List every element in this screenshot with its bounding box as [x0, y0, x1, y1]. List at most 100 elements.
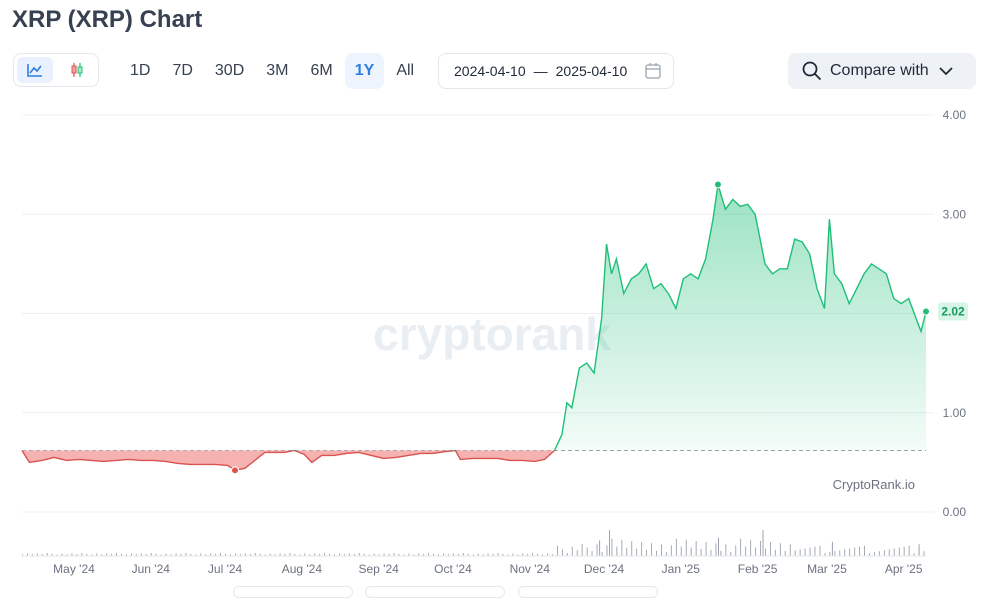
- volume-bar: [913, 553, 915, 556]
- line-chart-icon: [27, 64, 42, 77]
- range-tab-7d[interactable]: 7D: [172, 62, 193, 79]
- volume-bar: [745, 546, 747, 556]
- candlestick-chart-icon: [71, 63, 83, 77]
- volume-bar: [299, 554, 301, 556]
- x-tick-label: Oct '24: [434, 562, 472, 576]
- volume-bar: [240, 554, 241, 557]
- volume-bar: [770, 542, 771, 556]
- volume-bar: [670, 545, 672, 556]
- range-tab-3m[interactable]: 3M: [266, 62, 289, 79]
- date-range-picker[interactable]: 2024-04-10 — 2025-04-10: [438, 53, 674, 89]
- volume-bar: [824, 553, 826, 556]
- volume-bar: [561, 549, 563, 556]
- volume-bar: [418, 553, 420, 557]
- volume-bar: [849, 548, 851, 556]
- x-tick-label: Jun '24: [132, 562, 171, 576]
- compare-with-button[interactable]: Compare with: [788, 53, 976, 89]
- volume-bar: [27, 553, 28, 556]
- volume-bar: [279, 553, 281, 557]
- range-tab-all[interactable]: All: [396, 62, 415, 79]
- volume-bar: [854, 547, 856, 556]
- volume-bar: [502, 553, 504, 557]
- range-tab-1y[interactable]: 1Y: [344, 53, 385, 89]
- volume-bar: [720, 550, 722, 556]
- volume-bar: [46, 553, 48, 556]
- volume-bar: [329, 553, 330, 557]
- volume-bar: [656, 550, 657, 556]
- volume-bar: [599, 540, 601, 556]
- x-tick-label: Apr '25: [885, 562, 923, 576]
- x-tick-label: Sep '24: [358, 562, 399, 576]
- chevron-down-icon: [939, 67, 953, 76]
- volume-bar: [264, 554, 266, 556]
- volume-bar: [180, 554, 182, 556]
- volume-bar: [898, 547, 900, 556]
- volume-bar: [517, 554, 519, 557]
- volume-bar: [512, 553, 514, 556]
- volume-bar: [81, 553, 83, 556]
- volume-bar: [348, 553, 350, 557]
- volume-bar: [779, 543, 781, 556]
- volume-bar: [101, 554, 103, 557]
- volume-bar: [715, 543, 717, 556]
- volume-bar: [121, 553, 122, 557]
- volume-bar: [413, 554, 415, 557]
- candlestick-chart-button[interactable]: [59, 57, 95, 83]
- volume-bar: [294, 553, 296, 557]
- bottom-tab[interactable]: [233, 586, 353, 598]
- volume-bar: [477, 553, 479, 556]
- volume-bar: [611, 538, 613, 556]
- volume-bar: [596, 544, 598, 556]
- range-tab-1d[interactable]: 1D: [130, 62, 151, 79]
- volume-bar: [472, 554, 474, 556]
- chart-type-toggle: [13, 53, 99, 87]
- volume-bar: [111, 554, 113, 556]
- volume-bar: [225, 553, 226, 557]
- volume-bar: [76, 554, 78, 556]
- volume-bar: [358, 553, 360, 556]
- volume-bar: [433, 553, 434, 557]
- volume-bar: [718, 537, 719, 556]
- volume-bar: [190, 553, 192, 557]
- y-tick-label: 4.00: [943, 108, 967, 122]
- volume-bar: [230, 554, 231, 556]
- volume-bar: [641, 542, 643, 556]
- volume-bar: [150, 553, 152, 556]
- volume-bar: [373, 553, 375, 556]
- volume-bar: [131, 553, 132, 556]
- calendar-icon: [645, 63, 661, 79]
- volume-bar: [814, 546, 816, 556]
- volume-bar: [601, 552, 603, 556]
- volume-bar: [482, 554, 484, 557]
- volume-bar: [893, 548, 895, 556]
- bottom-tab[interactable]: [365, 586, 505, 598]
- volume-bar: [527, 554, 529, 556]
- bottom-tab[interactable]: [518, 586, 658, 598]
- last-price-marker: [922, 307, 930, 316]
- volume-bar: [135, 554, 137, 557]
- volume-bar: [695, 541, 697, 556]
- range-tab-30d[interactable]: 30D: [214, 62, 245, 79]
- volume-bar: [284, 554, 286, 556]
- volume-bar: [185, 553, 187, 556]
- line-chart-button[interactable]: [17, 57, 53, 83]
- volume-bar: [106, 553, 108, 557]
- volume-bar: [804, 548, 806, 556]
- volume-bar: [547, 553, 548, 556]
- volume-bar: [363, 553, 365, 557]
- volume-bar: [254, 553, 256, 556]
- volume-bar: [661, 544, 662, 556]
- volume-bar: [616, 546, 618, 556]
- volume-bar: [71, 553, 73, 557]
- date-to: 2025-04-10: [555, 63, 628, 79]
- volume-bar: [700, 548, 702, 556]
- volume-bar: [378, 554, 380, 557]
- range-tab-6m[interactable]: 6M: [310, 62, 333, 79]
- volume-bar: [710, 549, 712, 556]
- volume-bar: [91, 554, 93, 556]
- volume-bar: [497, 553, 499, 556]
- x-tick-label: Aug '24: [282, 562, 323, 576]
- volume-bar: [175, 553, 177, 557]
- last-price-badge: [938, 302, 968, 321]
